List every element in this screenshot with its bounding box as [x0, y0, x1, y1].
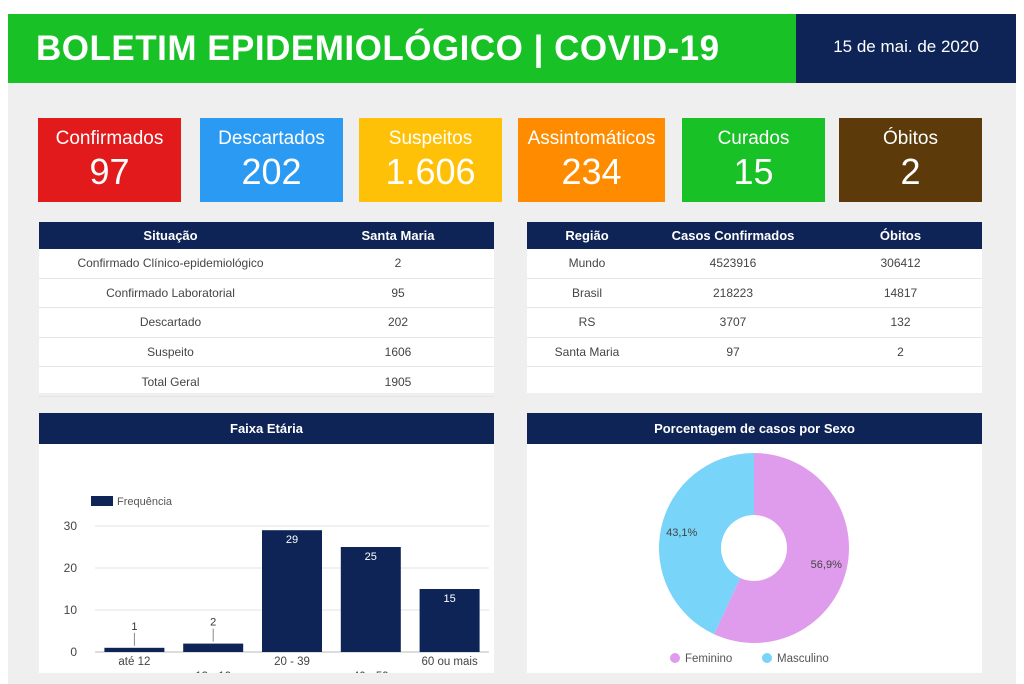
col-header-situacao: Situação	[143, 228, 198, 243]
age-bar-chart: 0 10 20 30 Frequência 1 até 12 2 13 - 19 29 20 - 3…	[64, 496, 489, 683]
table-row: RS 3707 132	[527, 308, 982, 338]
card-value: 2	[900, 151, 921, 192]
sex-chart-title: Porcentagem de casos por Sexo	[527, 413, 982, 444]
table-row: Descartado 202	[39, 308, 494, 338]
header-bar: BOLETIM EPIDEMIOLÓGICO | COVID-19 15 de …	[8, 14, 1016, 83]
slice-label: 43,1%	[666, 527, 697, 539]
card-descartados: Descartados 202	[200, 118, 343, 202]
bar	[262, 530, 322, 652]
bar-data-label: 29	[286, 534, 298, 546]
card-value: 202	[241, 151, 302, 192]
y-tick-label: 30	[64, 519, 78, 533]
table-cell: 132	[890, 315, 911, 330]
bar	[340, 547, 401, 652]
card-value: 234	[561, 151, 622, 192]
table-cell: 218223	[712, 285, 754, 300]
y-tick-label: 10	[64, 603, 78, 617]
table-cell: Suspeito	[147, 345, 194, 360]
x-tick-label: 20 - 39	[274, 656, 310, 668]
table-cell: Total Geral	[141, 374, 200, 389]
card-value: 1.606	[385, 151, 476, 192]
age-chart-title: Faixa Etária	[39, 413, 494, 444]
table-cell: Confirmado Laboratorial	[106, 285, 235, 300]
region-table: Região Casos Confirmados Óbitos Mundo 452…	[527, 222, 982, 393]
card-value: 97	[89, 151, 130, 192]
y-tick-label: 20	[64, 561, 78, 575]
table-cell: 306412	[880, 256, 921, 271]
table-cell: Brasil	[571, 285, 602, 300]
page-title: BOLETIM EPIDEMIOLÓGICO | COVID-19	[36, 29, 720, 68]
table-cell: 95	[391, 285, 405, 300]
pie-slice	[714, 453, 849, 643]
card-label: Descartados	[218, 128, 325, 149]
sex-chart-panel: Porcentagem de casos por Sexo 56,9% 43,1%…	[527, 413, 982, 673]
table-cell: 1606	[384, 345, 412, 360]
table-cell: 97	[726, 345, 740, 360]
col-header-obitos: Óbitos	[879, 228, 922, 243]
card-label: Suspeitos	[388, 128, 473, 149]
legend-swatch	[91, 496, 113, 506]
bar	[183, 643, 244, 652]
card-label: Óbitos	[883, 128, 938, 149]
bar	[419, 589, 480, 652]
col-header-santa-maria: Santa Maria	[361, 228, 435, 243]
card-confirmados: Confirmados 97	[38, 118, 181, 202]
table-row: Total Geral 1905	[39, 367, 494, 397]
table-cell: 2	[394, 256, 402, 271]
table-row: Suspeito 1606	[39, 338, 494, 368]
legend-marker	[670, 653, 680, 663]
legend-marker	[762, 653, 772, 663]
table-cell: 4523916	[709, 256, 757, 271]
legend-label: Feminino	[685, 653, 732, 665]
table-row: Santa Maria 97 2	[527, 338, 982, 368]
bar-data-label: 25	[365, 551, 377, 563]
table-cell: 3707	[719, 315, 747, 330]
legend-label: Masculino	[777, 653, 829, 665]
card-suspeitos: Suspeitos 1.606	[359, 118, 502, 202]
table-cell: 2	[897, 345, 904, 360]
table-cell: Santa Maria	[554, 345, 620, 360]
table-cell: RS	[578, 315, 596, 330]
table-cell: Mundo	[568, 256, 606, 271]
table-cell: 14817	[883, 285, 918, 300]
table-cell: Confirmado Clínico-epidemiológico	[77, 256, 264, 271]
pie-slice	[659, 453, 754, 635]
sex-donut-chart: 56,9% 43,1% Feminino Masculino	[659, 453, 849, 665]
report-date: 15 de mai. de 2020	[796, 14, 1016, 83]
x-tick-label: 13 - 19	[195, 671, 231, 673]
x-tick-label: 40 - 59	[353, 671, 389, 673]
col-header-regiao: Região	[565, 228, 609, 243]
table-row: Confirmado Clínico-epidemiológico 2	[39, 249, 494, 279]
table-row: Brasil 218223 14817	[527, 279, 982, 309]
table-row: Mundo 4523916 306412	[527, 249, 982, 279]
bar-data-label: 1	[131, 621, 137, 633]
col-header-casos: Casos Confirmados	[671, 228, 795, 243]
bar	[104, 647, 165, 652]
x-tick-label: até 12	[118, 656, 150, 668]
x-tick-label: 60 ou mais	[421, 656, 478, 668]
table-row: Confirmado Laboratorial 95	[39, 279, 494, 309]
region-table-header: Região Casos Confirmados Óbitos	[527, 222, 982, 249]
table-cell: Descartado	[139, 315, 202, 330]
legend-label: Frequência	[117, 496, 173, 508]
bar-data-label: 15	[443, 593, 455, 605]
card-assintomaticos: Assintomáticos 234	[518, 118, 665, 202]
age-chart-panel: Faixa Etária 0 10 20 30 Frequência 1 até 12 2 13…	[39, 413, 494, 683]
card-label: Confirmados	[55, 128, 164, 149]
card-value: 15	[733, 151, 774, 192]
card-label: Curados	[717, 128, 790, 149]
table-cell: 1905	[384, 374, 412, 389]
situation-table: Situação Santa Maria Confirmado Clínico-…	[39, 222, 494, 397]
y-tick-label: 0	[70, 645, 77, 659]
bar-data-label: 2	[210, 617, 216, 629]
card-label: Assintomáticos	[527, 128, 656, 149]
card-obitos: Óbitos 2	[839, 118, 982, 202]
slice-label: 56,9%	[811, 559, 842, 571]
table-cell: 202	[387, 315, 409, 330]
card-curados: Curados 15	[682, 118, 825, 202]
situation-table-header: Situação Santa Maria	[39, 222, 494, 249]
